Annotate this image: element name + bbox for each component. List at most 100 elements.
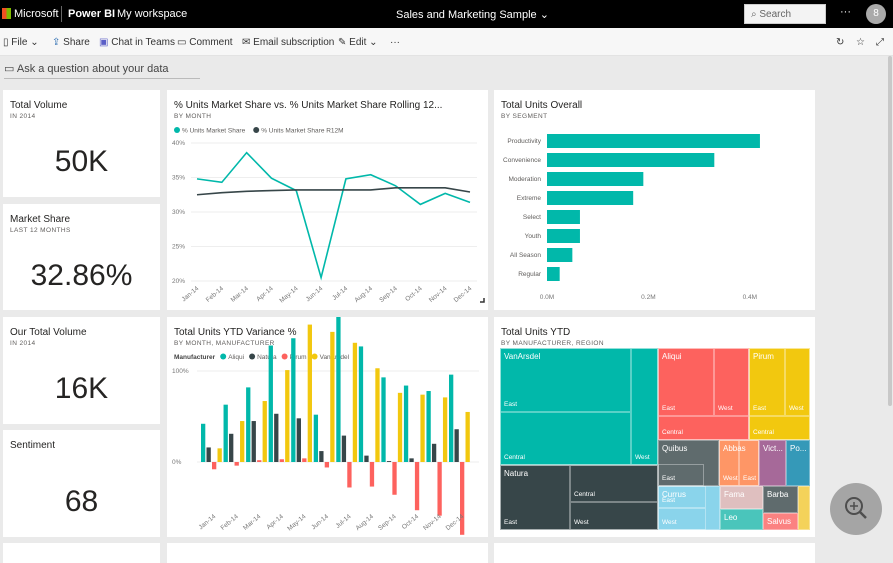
comment-button[interactable]: ▭ Comment (177, 37, 233, 48)
top-bar: Microsoft Power BI My workspace Sales an… (0, 0, 893, 28)
qna-input[interactable]: ▭ Ask a question about your data (4, 62, 200, 79)
treemap-group-label: Natura (504, 469, 529, 478)
bar-natura (386, 461, 392, 462)
treemap-region[interactable]: Central (749, 416, 810, 440)
treemap-group-currus[interactable]: Currus (658, 486, 720, 530)
treemap-region[interactable]: Central (658, 416, 749, 440)
search-input[interactable]: ⌕ Search (744, 4, 826, 24)
treemap-region-label: East (504, 519, 518, 526)
email-subscription-button[interactable]: ✉ Email subscription (242, 37, 334, 48)
treemap-region[interactable]: West (719, 440, 739, 486)
treemap-group-quibus[interactable]: Quibus (658, 440, 719, 486)
treemap-group-vanarsdel[interactable]: VanArsdel (500, 348, 658, 465)
comment-label: Comment (189, 37, 233, 48)
bar (547, 191, 634, 205)
fullscreen-icon[interactable]: ⤢ (876, 37, 884, 48)
x-tick-label: Jun-14 (310, 513, 330, 531)
tile-market-share-line-chart[interactable]: % Units Market Share vs. % Units Market … (167, 90, 488, 310)
tile-ytd-variance-chart[interactable]: Total Units YTD Variance % BY MONTH, MAN… (167, 317, 488, 537)
scrollbar[interactable] (888, 56, 892, 406)
bar-pirum (460, 462, 465, 535)
report-title-dropdown[interactable]: Sales and Marketing Sample ⌄ (396, 8, 549, 21)
file-menu[interactable]: ▯ File ⌄ (3, 37, 39, 48)
treemap-region[interactable]: East (500, 465, 570, 530)
treemap-region[interactable]: West (631, 348, 658, 465)
bar-pirum (347, 462, 352, 488)
x-tick-label: Oct-14 (401, 513, 421, 531)
zoom-button[interactable] (830, 483, 882, 535)
bar-vanarsdel (420, 394, 425, 462)
treemap-group-barba[interactable]: Barba (763, 486, 798, 513)
tile-partial[interactable] (494, 543, 815, 563)
legend-marker (174, 127, 180, 133)
tile-partial[interactable] (3, 543, 160, 563)
card-sentiment[interactable]: Sentiment 68 (3, 430, 160, 537)
x-tick-label: Sep-14 (377, 513, 398, 532)
more-options-button[interactable]: ··· (840, 6, 851, 18)
app-name[interactable]: Power BI (68, 8, 116, 20)
treemap-region[interactable]: West (714, 348, 749, 416)
card-value: 68 (64, 485, 99, 518)
treemap-region[interactable]: East (658, 464, 704, 486)
card-title: Market Share (10, 214, 71, 225)
tile-total-units-overall[interactable]: Total Units Overall BY SEGMENT Productiv… (494, 90, 815, 310)
treemap-region-label: East (504, 401, 518, 408)
legend-title: Manufacturer (174, 354, 216, 361)
treemap-region-label: East (753, 405, 767, 412)
x-tick-label: Jan-14 (198, 513, 218, 531)
treemap-region[interactable]: West (570, 502, 658, 530)
edit-menu[interactable]: ✎ Edit ⌄ (338, 37, 378, 48)
bar-chart: Productivity Convenience Moderation Extreme… (503, 134, 760, 301)
bar-natura (364, 455, 369, 462)
y-tick-label: 30% (172, 209, 185, 216)
x-tick-label: Nov-14 (428, 285, 449, 304)
bar-vanarsdel (240, 421, 245, 462)
bar-pirum (392, 462, 397, 495)
card-total-volume[interactable]: Total Volume IN 2014 50K (3, 90, 160, 197)
treemap-region[interactable]: Central (570, 465, 658, 502)
star-icon[interactable]: ☆ (856, 37, 865, 48)
treemap-region[interactable]: West (658, 508, 706, 530)
treemap-group-po[interactable]: Po... (786, 440, 810, 486)
bar-pirum (414, 462, 420, 511)
treemap-region[interactable]: East (500, 348, 631, 412)
tile-partial[interactable] (167, 543, 488, 563)
treemap-group-fama[interactable]: Fama (720, 486, 763, 509)
more-button[interactable]: ··· (390, 37, 400, 48)
treemap-region[interactable]: East (658, 486, 706, 508)
search-placeholder: Search (759, 9, 792, 20)
x-tick-label: 0.0M (540, 294, 554, 301)
chat-in-teams-button[interactable]: ▣ Chat in Teams (99, 37, 175, 48)
bar-pirum (302, 458, 307, 462)
treemap-group-pirum[interactable]: Pirum (749, 348, 810, 440)
tile-total-units-ytd-treemap[interactable]: Total Units YTD BY MANUFACTURER, REGION … (494, 317, 815, 537)
treemap-region-label: East (662, 405, 676, 412)
treemap-group-aliqui[interactable]: Aliqui (658, 348, 749, 440)
x-tick-label: Feb-14 (220, 513, 241, 532)
treemap-group-leo[interactable]: Leo (720, 509, 763, 530)
refresh-icon[interactable]: ↻ (836, 37, 845, 48)
bar-aliqui (336, 317, 341, 462)
card-our-total-volume[interactable]: Our Total Volume IN 2014 16K (3, 317, 160, 424)
workspace-link[interactable]: My workspace (117, 8, 188, 20)
treemap-region[interactable]: East (739, 440, 759, 486)
treemap-group-salvus[interactable]: Salvus (763, 513, 798, 530)
treemap: VanArsdel East Central West Natura East Centra… (494, 317, 815, 537)
share-button[interactable]: ⇪ Share (52, 37, 90, 48)
search-icon: ⌕ (751, 9, 757, 20)
chart-title: Total Units YTD Variance % (174, 327, 297, 338)
treemap-group[interactable] (798, 486, 810, 530)
bar-aliqui (223, 404, 228, 462)
treemap-group-vict[interactable]: Vict... (759, 440, 786, 486)
treemap-region[interactable]: East (749, 348, 785, 416)
treemap-group-natura[interactable]: Natura (500, 465, 658, 530)
legend-label: Natura (257, 354, 277, 361)
x-tick-label: May-14 (278, 285, 299, 305)
avatar[interactable]: 8 (866, 4, 886, 24)
treemap-region[interactable]: Central (500, 412, 631, 465)
treemap-group-abbas[interactable]: Abbas (719, 440, 759, 486)
x-tick-label: Apr-14 (265, 513, 285, 531)
treemap-region[interactable]: West (785, 348, 810, 416)
card-market-share[interactable]: Market Share LAST 12 MONTHS 32.86% (3, 204, 160, 310)
treemap-region[interactable]: East (658, 348, 714, 416)
